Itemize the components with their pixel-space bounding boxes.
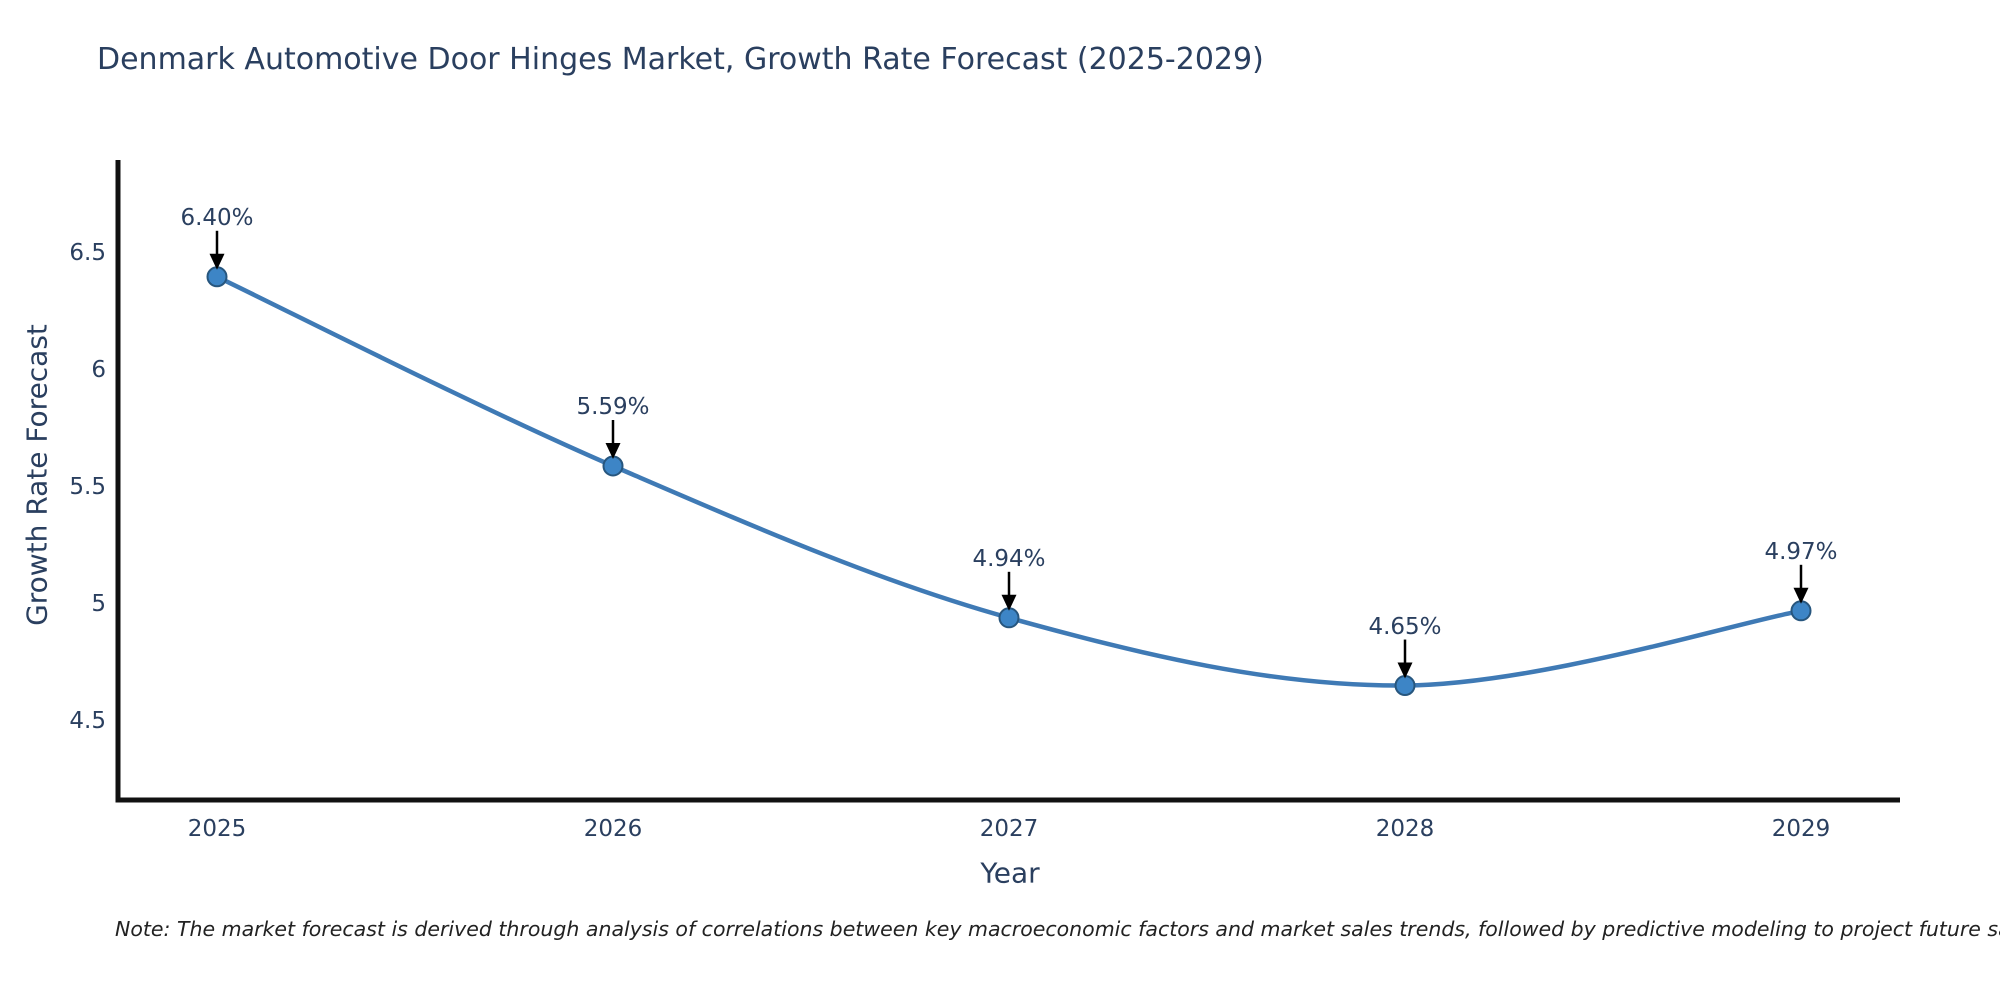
annotation-arrow-head [1793,587,1809,604]
footnote: Note: The market forecast is derived thr… [115,917,2000,941]
y-tick-label: 6 [91,357,106,384]
y-tick-label: 5 [91,590,106,617]
annotation-arrow-head [605,442,621,459]
x-axis-label: Year [980,856,1040,890]
y-tick-label: 5.5 [69,474,106,500]
x-tick-label: 2027 [979,816,1039,842]
data-point-marker [206,266,228,288]
point-annotation: 4.97% [1764,538,1838,565]
chart-title: Denmark Automotive Door Hinges Market, G… [97,42,1264,77]
point-annotation: 6.40% [180,204,254,231]
annotation-arrow-head [1001,594,1017,611]
x-tick-label: 2028 [1375,816,1435,842]
annotation-arrow-head [1397,662,1413,679]
x-tick-label: 2025 [187,816,247,842]
data-point-marker [998,607,1020,629]
y-tick-label: 4.5 [69,707,106,734]
data-point-marker [1790,600,1812,622]
point-annotation: 4.65% [1368,613,1442,640]
data-point-marker [602,455,624,477]
point-annotation: 5.59% [576,393,650,420]
x-tick-label: 2029 [1771,816,1831,842]
annotation-arrow-head [209,253,225,270]
x-tick-label: 2026 [583,816,643,842]
point-annotation: 4.94% [972,545,1046,572]
data-point-marker [1394,675,1416,697]
y-tick-label: 6.5 [69,240,106,267]
